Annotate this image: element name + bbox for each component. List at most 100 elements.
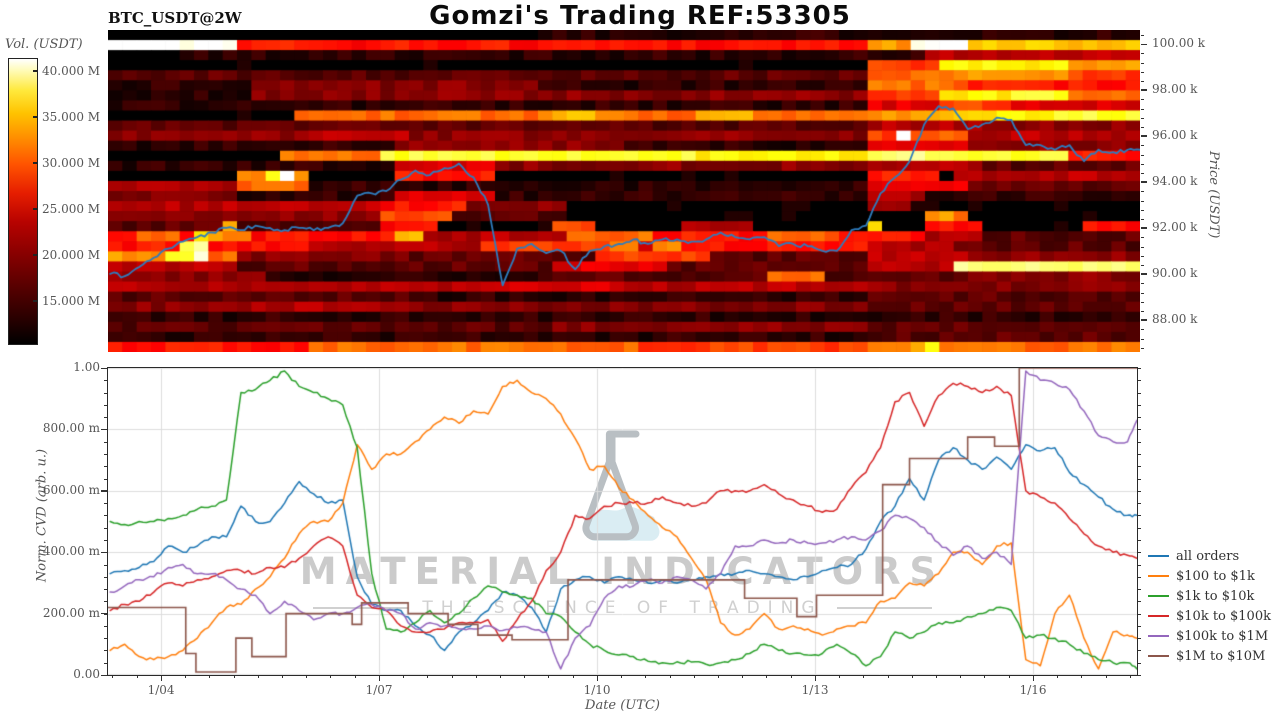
date-minor-tick	[136, 675, 138, 678]
date-minor-tick	[185, 675, 186, 678]
cvd-minor-tick-right	[1137, 552, 1141, 554]
cvd-minor-tick-right	[1137, 613, 1141, 615]
price-minor-tick	[1141, 163, 1144, 165]
date-minor-tick	[524, 675, 526, 678]
date-minor-tick	[717, 675, 719, 678]
date-minor-tick	[839, 675, 841, 678]
price-minor-tick	[1141, 62, 1144, 64]
date-minor-tick	[475, 675, 477, 678]
price-minor-tick	[1141, 35, 1144, 36]
date-minor-tick	[669, 675, 671, 678]
date-tick-label: 1/04	[147, 683, 175, 697]
colorbar-tick-mark	[33, 115, 38, 118]
cvd-minor-tick-right	[1137, 454, 1141, 455]
legend-item: $1k to $10k	[1148, 586, 1271, 606]
legend-label: $100 to $1k	[1176, 568, 1255, 584]
cvd-minor-tick	[104, 638, 108, 640]
cvd-minor-tick-right	[1137, 478, 1141, 480]
price-minor-tick	[1141, 108, 1144, 110]
date-major-tick	[814, 675, 816, 681]
cvd-tick-label: 800.00 m	[42, 421, 100, 436]
cvd-minor-tick	[104, 576, 108, 578]
price-tick-label: 88.00 k	[1152, 311, 1198, 326]
cvd-minor-tick-right	[1137, 638, 1141, 640]
legend-label: $1M to $10M	[1176, 648, 1266, 664]
cvd-major-tick	[101, 613, 108, 615]
price-major-tick	[1141, 89, 1147, 91]
cvd-major-tick	[101, 490, 108, 492]
page-title: Gomzi's Trading REF:53305	[429, 1, 851, 31]
date-minor-tick	[790, 675, 792, 678]
date-minor-tick	[935, 675, 937, 678]
cvd-minor-tick-right	[1137, 417, 1141, 419]
cvd-minor-tick-right	[1137, 576, 1141, 578]
date-minor-tick	[233, 675, 235, 678]
cvd-tick-label: 0.00	[73, 667, 100, 681]
legend-item: $100k to $1M	[1148, 626, 1271, 646]
legend-swatch	[1148, 634, 1169, 638]
price-axis-title: Price (USDT)	[1206, 151, 1221, 239]
colorbar-tick-mark	[33, 161, 38, 164]
legend-label: all orders	[1176, 548, 1240, 564]
price-minor-tick	[1141, 117, 1144, 119]
cvd-minor-tick	[104, 589, 108, 590]
price-minor-tick	[1141, 329, 1144, 331]
cvd-spine-left	[107, 368, 109, 675]
cvd-minor-tick-right	[1137, 503, 1141, 505]
price-major-tick	[1141, 135, 1147, 137]
cvd-major-tick	[101, 367, 108, 369]
date-minor-tick	[960, 675, 962, 678]
price-minor-tick	[1141, 311, 1144, 312]
date-minor-tick	[984, 675, 986, 678]
colorbar-tick-label: 25.000 M	[42, 201, 101, 216]
price-minor-tick	[1141, 347, 1144, 349]
cvd-major-tick	[101, 551, 108, 554]
legend-swatch	[1148, 554, 1169, 558]
date-tick-label: 1/13	[801, 683, 829, 697]
cvd-minor-tick	[104, 478, 108, 480]
cvd-minor-tick	[104, 441, 108, 443]
cvd-minor-tick	[104, 417, 108, 419]
price-minor-tick	[1141, 219, 1144, 220]
colorbar-tick-mark	[33, 207, 38, 210]
cvd-major-tick	[101, 428, 108, 431]
date-tick-label: 1/10	[583, 683, 611, 697]
cvd-minor-tick-right	[1137, 368, 1141, 369]
cvd-minor-tick	[104, 466, 108, 468]
colorbar-tick-label: 40.000 M	[42, 63, 101, 78]
colorbar-tick-label: 35.000 M	[42, 109, 101, 124]
symbol-label: BTC_USDT@2W	[108, 9, 242, 27]
cvd-tick-label: 1.00	[73, 360, 100, 374]
cvd-minor-tick-right	[1137, 441, 1141, 443]
cvd-minor-tick-right	[1137, 515, 1141, 517]
cvd-tick-label: 200.00 m	[42, 605, 100, 620]
cvd-minor-tick	[104, 625, 108, 627]
cvd-spine-right	[1137, 368, 1139, 675]
cvd-minor-tick-right	[1137, 564, 1141, 566]
date-minor-tick	[112, 675, 114, 678]
price-tick-label: 92.00 k	[1152, 219, 1198, 234]
legend-item: $10k to $100k	[1148, 606, 1271, 626]
price-major-tick	[1141, 273, 1147, 275]
cvd-minor-tick	[104, 527, 108, 529]
legend-label: $10k to $100k	[1176, 608, 1271, 624]
date-minor-tick	[427, 675, 429, 678]
price-minor-tick	[1141, 246, 1144, 248]
colorbar-tick-label: 30.000 M	[42, 155, 101, 170]
price-tick-label: 100.00 k	[1152, 36, 1206, 51]
cvd-minor-tick-right	[1137, 392, 1141, 394]
cvd-minor-tick-right	[1137, 675, 1141, 676]
legend-swatch	[1148, 594, 1169, 598]
price-minor-tick	[1141, 255, 1144, 257]
cvd-minor-tick	[104, 539, 108, 541]
legend-item: all orders	[1148, 546, 1271, 566]
legend-label: $1k to $10k	[1176, 588, 1255, 604]
price-tick-label: 90.00 k	[1152, 265, 1198, 280]
date-minor-tick	[693, 675, 695, 678]
date-major-tick	[596, 675, 598, 681]
colorbar-title: Vol. (USDT)	[5, 37, 83, 52]
date-minor-tick	[766, 675, 768, 678]
cvd-minor-tick	[104, 515, 108, 517]
date-minor-tick	[572, 675, 574, 678]
date-minor-tick	[742, 675, 744, 678]
